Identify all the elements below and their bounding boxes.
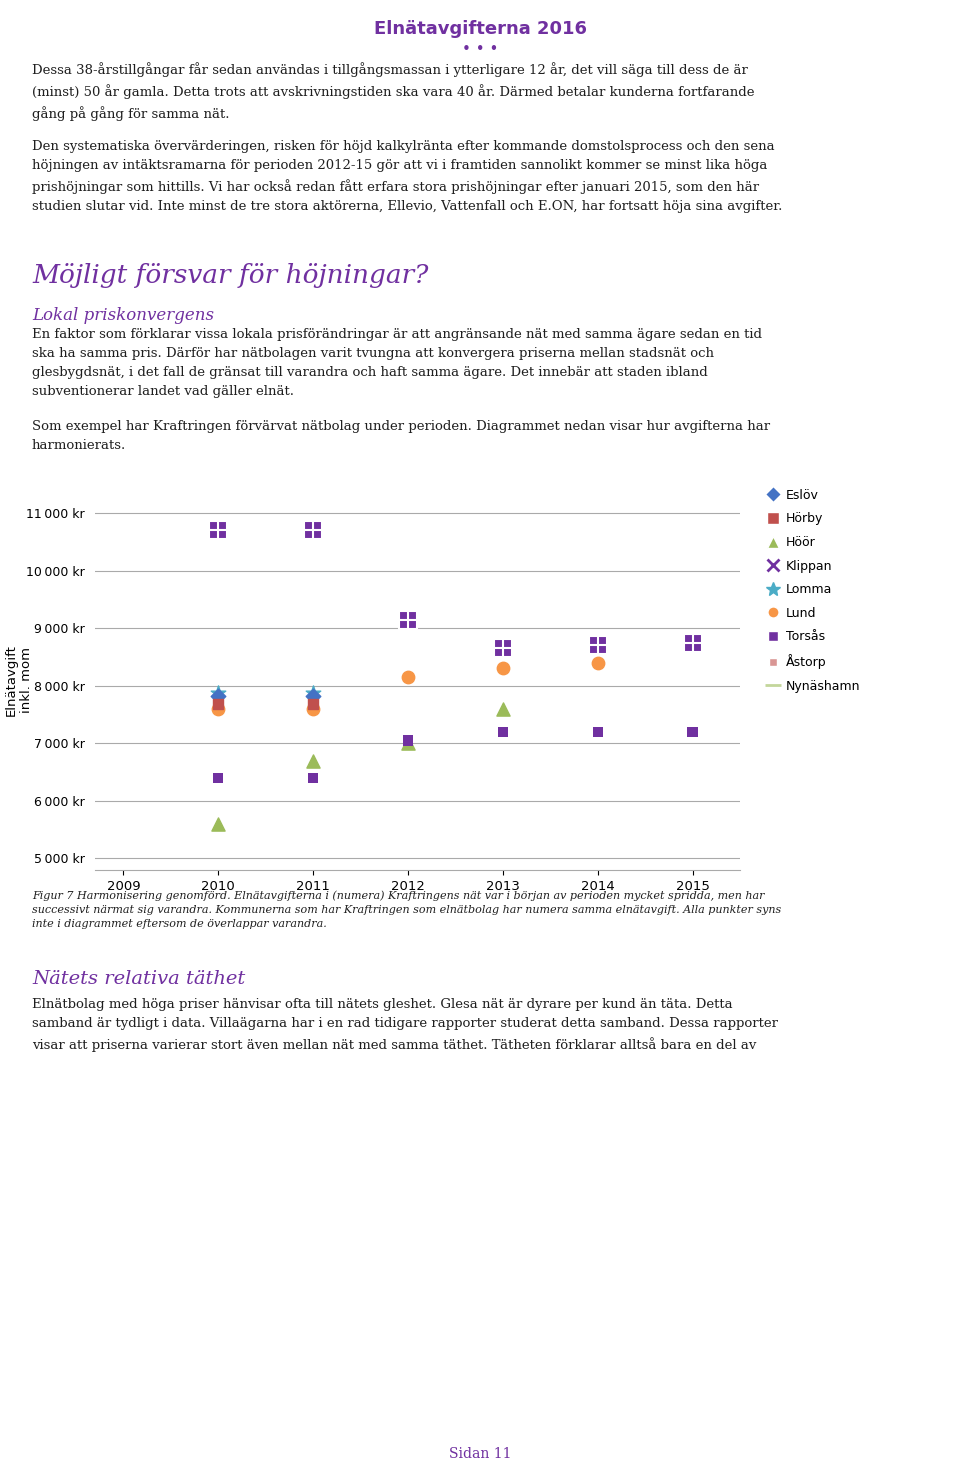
Point	[305, 698, 321, 721]
Point	[305, 749, 321, 773]
Text: Elnätbolag med höga priser hänvisar ofta till nätets gleshet. Glesa nät är dyrar: Elnätbolag med höga priser hänvisar ofta…	[32, 998, 778, 1052]
Text: En faktor som förklarar vissa lokala prisförändringar är att angränsande nät med: En faktor som förklarar vissa lokala pri…	[32, 328, 762, 397]
Point	[400, 665, 416, 689]
Point	[305, 682, 321, 705]
Legend: Eslöv, Hörby, Höör, Klippan, Lomma, Lund, Torsås, Åstorp, Nynäshamn: Eslöv, Hörby, Höör, Klippan, Lomma, Lund…	[766, 489, 860, 693]
Point	[210, 813, 226, 836]
Y-axis label: Elnätavgift
inkl. mom: Elnätavgift inkl. mom	[5, 645, 33, 715]
Text: Dessa 38-årstillgångar får sedan användas i tillgångsmassan i ytterligare 12 år,: Dessa 38-årstillgångar får sedan använda…	[32, 62, 755, 121]
Point	[495, 636, 511, 659]
Text: Lokal priskonvergens: Lokal priskonvergens	[32, 308, 214, 324]
Text: Sidan 11: Sidan 11	[448, 1447, 512, 1462]
Point	[210, 518, 226, 542]
Text: Den systematiska övervärderingen, risken för höjd kalkylränta efter kommande dom: Den systematiska övervärderingen, risken…	[32, 140, 782, 213]
Point	[305, 518, 321, 542]
Point	[590, 720, 606, 743]
Point	[210, 692, 226, 715]
Point	[495, 698, 511, 721]
Point	[210, 684, 226, 708]
Point	[305, 518, 321, 542]
Point	[210, 682, 226, 705]
Point	[400, 732, 416, 755]
Point	[305, 692, 321, 715]
Point	[210, 518, 226, 542]
Point	[684, 720, 700, 743]
Point	[684, 631, 700, 655]
Text: Nätets relativa täthet: Nätets relativa täthet	[32, 970, 245, 988]
Point	[400, 608, 416, 631]
Point	[495, 657, 511, 680]
Point	[210, 765, 226, 789]
Point	[590, 633, 606, 657]
Point	[305, 765, 321, 789]
Point	[210, 698, 226, 721]
Point	[495, 636, 511, 659]
Point	[400, 608, 416, 631]
Text: Figur 7 Harmonisering genomförd. Elnätavgifterna i (numera) Kraftringens nät var: Figur 7 Harmonisering genomförd. Elnätav…	[32, 891, 781, 929]
Point	[590, 633, 606, 657]
Text: Elnätavgifterna 2016: Elnätavgifterna 2016	[373, 21, 587, 38]
Point	[305, 684, 321, 708]
Point	[495, 720, 511, 743]
Point	[684, 631, 700, 655]
Text: Möjligt försvar för höjningar?: Möjligt försvar för höjningar?	[32, 263, 428, 289]
Text: Som exempel har Kraftringen förvärvat nätbolag under perioden. Diagrammet nedan : Som exempel har Kraftringen förvärvat nä…	[32, 420, 770, 452]
Text: • • •: • • •	[462, 43, 498, 57]
Point	[590, 651, 606, 674]
Point	[400, 729, 416, 752]
